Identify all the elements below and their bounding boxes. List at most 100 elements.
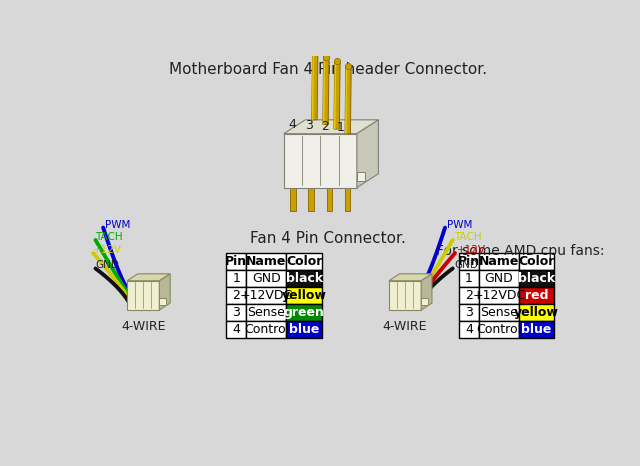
Bar bbox=[287, 253, 322, 270]
Text: 3: 3 bbox=[232, 306, 240, 319]
Text: 3: 3 bbox=[305, 119, 312, 132]
Text: 4-WIRE: 4-WIRE bbox=[383, 320, 428, 333]
Bar bbox=[479, 304, 519, 321]
Text: Control: Control bbox=[244, 323, 289, 336]
Polygon shape bbox=[327, 188, 332, 211]
Text: 2: 2 bbox=[232, 289, 240, 302]
Polygon shape bbox=[421, 274, 432, 310]
Bar bbox=[287, 304, 322, 321]
Text: blue: blue bbox=[289, 323, 319, 336]
Polygon shape bbox=[389, 274, 432, 281]
Text: PWM: PWM bbox=[105, 219, 130, 230]
Polygon shape bbox=[323, 57, 329, 124]
Polygon shape bbox=[421, 298, 428, 305]
Text: blue: blue bbox=[522, 323, 552, 336]
Text: 1: 1 bbox=[465, 272, 473, 285]
Bar bbox=[519, 253, 554, 270]
Text: yellow: yellow bbox=[514, 306, 559, 319]
Bar bbox=[519, 287, 554, 304]
Polygon shape bbox=[357, 120, 378, 188]
Text: 4-WIRE: 4-WIRE bbox=[121, 320, 166, 333]
Polygon shape bbox=[389, 281, 421, 310]
Text: Color: Color bbox=[286, 255, 323, 268]
Bar bbox=[227, 253, 246, 270]
Bar bbox=[246, 270, 287, 287]
Text: 2: 2 bbox=[465, 289, 473, 302]
Bar bbox=[519, 304, 554, 321]
Polygon shape bbox=[312, 52, 318, 120]
Polygon shape bbox=[312, 52, 314, 120]
Bar bbox=[479, 321, 519, 338]
Text: 4: 4 bbox=[465, 323, 473, 336]
Text: black: black bbox=[518, 272, 556, 285]
Text: Sense: Sense bbox=[480, 306, 518, 319]
Bar bbox=[459, 304, 479, 321]
Text: green: green bbox=[284, 306, 324, 319]
Polygon shape bbox=[308, 188, 314, 211]
Text: +12VDC: +12VDC bbox=[240, 289, 293, 302]
Text: Motherboard Fan 4 Pin header Connector.: Motherboard Fan 4 Pin header Connector. bbox=[169, 62, 487, 77]
Text: +12VDC: +12VDC bbox=[472, 289, 525, 302]
Text: 1: 1 bbox=[337, 121, 345, 134]
Polygon shape bbox=[334, 62, 336, 129]
Polygon shape bbox=[284, 134, 357, 188]
Bar bbox=[287, 287, 322, 304]
Text: yellow: yellow bbox=[282, 289, 326, 302]
Polygon shape bbox=[345, 66, 351, 134]
Bar bbox=[246, 321, 287, 338]
Polygon shape bbox=[127, 281, 159, 310]
Bar bbox=[246, 304, 287, 321]
Text: Name: Name bbox=[479, 255, 519, 268]
Bar bbox=[519, 270, 554, 287]
Bar bbox=[459, 270, 479, 287]
Text: GND: GND bbox=[454, 260, 478, 270]
Bar bbox=[246, 253, 287, 270]
Bar bbox=[227, 287, 246, 304]
Text: GND: GND bbox=[484, 272, 513, 285]
Bar bbox=[459, 287, 479, 304]
Text: 3: 3 bbox=[465, 306, 473, 319]
Text: Pin: Pin bbox=[458, 255, 480, 268]
Text: Color: Color bbox=[518, 255, 555, 268]
Polygon shape bbox=[290, 188, 296, 211]
Bar bbox=[287, 270, 322, 287]
Text: 4: 4 bbox=[289, 118, 296, 131]
Polygon shape bbox=[345, 66, 348, 134]
Bar bbox=[227, 270, 246, 287]
Text: For some AMD cpu fans:: For some AMD cpu fans: bbox=[436, 244, 605, 258]
Polygon shape bbox=[159, 274, 170, 310]
Bar bbox=[519, 321, 554, 338]
Bar bbox=[227, 304, 246, 321]
Polygon shape bbox=[323, 57, 325, 124]
Text: black: black bbox=[285, 272, 323, 285]
Polygon shape bbox=[284, 120, 378, 134]
Text: TACH: TACH bbox=[454, 232, 482, 242]
Text: TACH: TACH bbox=[95, 232, 123, 242]
Bar bbox=[479, 287, 519, 304]
Bar bbox=[287, 321, 322, 338]
Text: +12V: +12V bbox=[93, 245, 122, 255]
Polygon shape bbox=[127, 274, 170, 281]
Text: 4: 4 bbox=[232, 323, 240, 336]
Polygon shape bbox=[357, 172, 365, 181]
Text: 1: 1 bbox=[232, 272, 240, 285]
Text: GND: GND bbox=[95, 260, 119, 270]
Polygon shape bbox=[334, 62, 340, 129]
Text: Name: Name bbox=[246, 255, 287, 268]
Text: Pin: Pin bbox=[225, 255, 248, 268]
Text: GND: GND bbox=[252, 272, 281, 285]
Bar bbox=[459, 321, 479, 338]
Text: Control: Control bbox=[476, 323, 522, 336]
Text: Sense: Sense bbox=[248, 306, 285, 319]
Bar bbox=[459, 253, 479, 270]
Text: PWM: PWM bbox=[447, 219, 472, 230]
Text: 2: 2 bbox=[321, 120, 329, 133]
Bar bbox=[479, 270, 519, 287]
Text: +12V: +12V bbox=[456, 245, 486, 255]
Bar bbox=[246, 287, 287, 304]
Bar bbox=[479, 253, 519, 270]
Text: Fan 4 Pin Connector.: Fan 4 Pin Connector. bbox=[250, 232, 406, 247]
Bar bbox=[227, 321, 246, 338]
Polygon shape bbox=[159, 298, 166, 305]
Polygon shape bbox=[345, 188, 351, 211]
